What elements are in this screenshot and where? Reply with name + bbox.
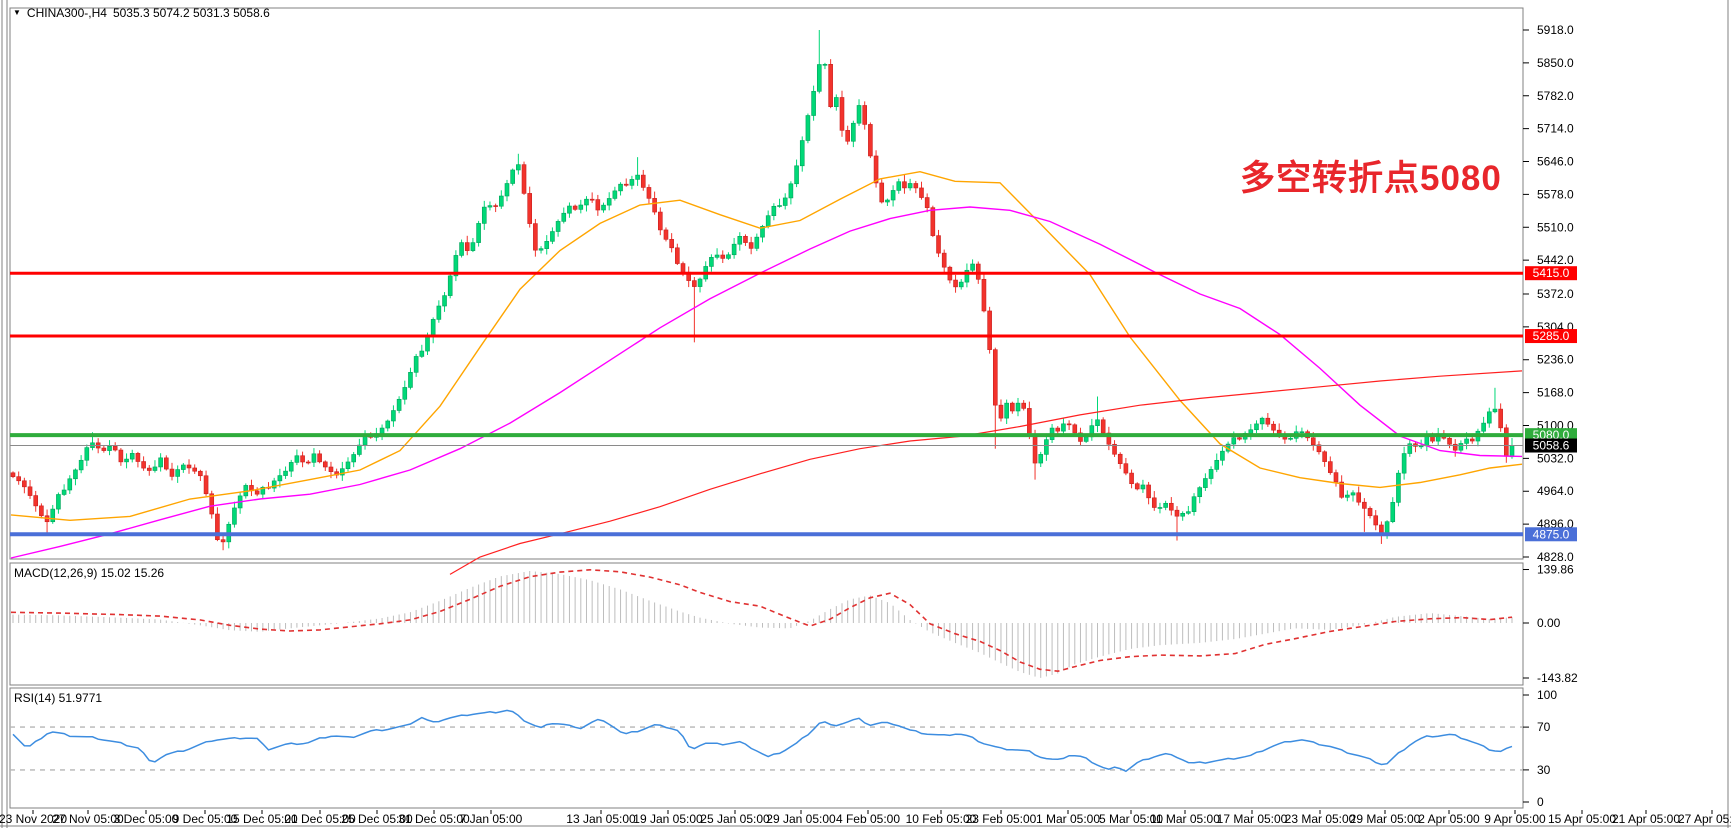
price-badge-value: 5058.6 [1533, 439, 1570, 453]
ma-mid-line [10, 206, 1523, 559]
price-axis-label: 5646.0 [1537, 155, 1574, 169]
time-axis-label: 23 Mar 05:00 [1285, 812, 1356, 826]
price-axis-label: 5032.0 [1537, 451, 1574, 465]
time-axis-label: 9 Dec 05:00 [173, 812, 238, 826]
time-axis-label: 15 Apr 05:00 [1548, 812, 1616, 826]
symbol-ohlc-values: 5035.3 5074.2 5031.3 5058.6 [112, 6, 270, 20]
time-axis-label: 21 Dec 05:00 [284, 812, 356, 826]
time-axis-label: 19 Jan 05:00 [633, 812, 703, 826]
time-axis-label: 27 Nov 05:00 [52, 812, 124, 826]
symbol-name: CHINA300-,H4 [26, 6, 107, 20]
time-axis-label: 1 Mar 05:00 [1036, 812, 1100, 826]
time-axis-label: 29 Jan 05:00 [766, 812, 836, 826]
symbol-dropdown-icon[interactable]: ▼ [13, 8, 21, 17]
rsi-axis-label: 100 [1537, 688, 1557, 702]
macd-histogram [12, 571, 1513, 678]
price-axis-label: 4828.0 [1537, 550, 1574, 564]
macd-indicator-label: MACD(12,26,9) 15.02 15.26 [14, 566, 165, 580]
price-badge-value: 5415.0 [1533, 266, 1570, 280]
rsi-axis-label: 0 [1537, 795, 1544, 809]
time-axis-label: 11 Mar 05:00 [1150, 812, 1220, 826]
price-axis-label: 5918.0 [1537, 23, 1574, 37]
time-axis-label: 17 Mar 05:00 [1217, 812, 1288, 826]
rsi-line [12, 709, 1513, 773]
price-badge-5415.0 [1525, 266, 1577, 281]
candles-layer [10, 30, 1515, 551]
time-axis-label: 4 Feb 05:00 [836, 812, 900, 826]
time-axis-label: 29 Mar 05:00 [1350, 812, 1421, 826]
price-badge-4875.0 [1525, 527, 1577, 542]
annotation-text[interactable]: 多空转折点5080 [1240, 159, 1502, 198]
time-axis-label: 31 Dec 05:00 [398, 812, 470, 826]
rsi-axis: 100 70 30 0 [1523, 688, 1557, 809]
rsi-axis-label: 30 [1537, 763, 1551, 777]
price-axis-label: 5442.0 [1537, 253, 1574, 267]
price-badge-value: 5285.0 [1533, 329, 1570, 343]
price-axis-label: 4964.0 [1537, 484, 1574, 498]
time-axis-label: 21 Apr 05:00 [1612, 812, 1680, 826]
time-axis-label: 2 Apr 05:00 [1418, 812, 1480, 826]
price-axis-label: 5372.0 [1537, 287, 1574, 301]
price-axis-label: 5714.0 [1537, 122, 1574, 136]
price-axis-label: 5236.0 [1537, 353, 1574, 367]
macd-axis-label: 139.86 [1537, 563, 1574, 577]
time-axis-label: 5 Mar 05:00 [1099, 812, 1163, 826]
macd-axis: 139.86 0.00 -143.82 [1523, 563, 1578, 685]
time-axis-label: 10 Feb 05:00 [906, 812, 977, 826]
time-axis-label: 25 Dec 05:00 [341, 812, 413, 826]
price-axis-label: 5510.0 [1537, 220, 1574, 234]
rsi-axis-label: 70 [1537, 720, 1551, 734]
rsi-indicator-label: RSI(14) 51.9771 [14, 691, 103, 705]
time-axis-label: 3 Dec 05:00 [114, 812, 179, 826]
price-badge-5058.6 [1525, 438, 1577, 453]
price-axis: 5918.0 5850.0 5782.0 5714.0 5646.0 5578.0 5510… [1523, 23, 1574, 564]
price-badge-5285.0 [1525, 329, 1577, 344]
price-axis-label: 5578.0 [1537, 187, 1574, 201]
macd-axis-label: -143.82 [1537, 671, 1578, 685]
ma-fast-line [10, 170, 1523, 522]
price-axis-label: 5782.0 [1537, 89, 1574, 103]
time-axis-label: 27 Apr 05:00 [1678, 812, 1731, 826]
price-axis-label: 5850.0 [1537, 56, 1574, 70]
price-badge-value: 4875.0 [1533, 527, 1570, 541]
symbol-info-bar: ▼ CHINA300-,H4 5035.3 5074.2 5031.3 5058… [13, 6, 270, 20]
price-axis-label: 5168.0 [1537, 386, 1574, 400]
time-axis-label: 9 Apr 05:00 [1484, 812, 1546, 826]
ma-slow-line [449, 370, 1523, 575]
time-axis-label: 13 Jan 05:00 [566, 812, 636, 826]
time-axis-label: 15 Dec 05:00 [226, 812, 298, 826]
time-axis-label: 7 Jan 05:00 [460, 812, 523, 826]
time-axis-label: 23 Feb 05:00 [966, 812, 1037, 826]
horizontal-lines [10, 271, 1523, 537]
macd-signal-line [10, 568, 1513, 673]
macd-axis-label: 0.00 [1537, 616, 1561, 630]
rsi-levels [10, 726, 1523, 771]
time-axis-label: 25 Jan 05:00 [700, 812, 770, 826]
time-axis-label: 23 Nov 2020 [0, 812, 67, 826]
